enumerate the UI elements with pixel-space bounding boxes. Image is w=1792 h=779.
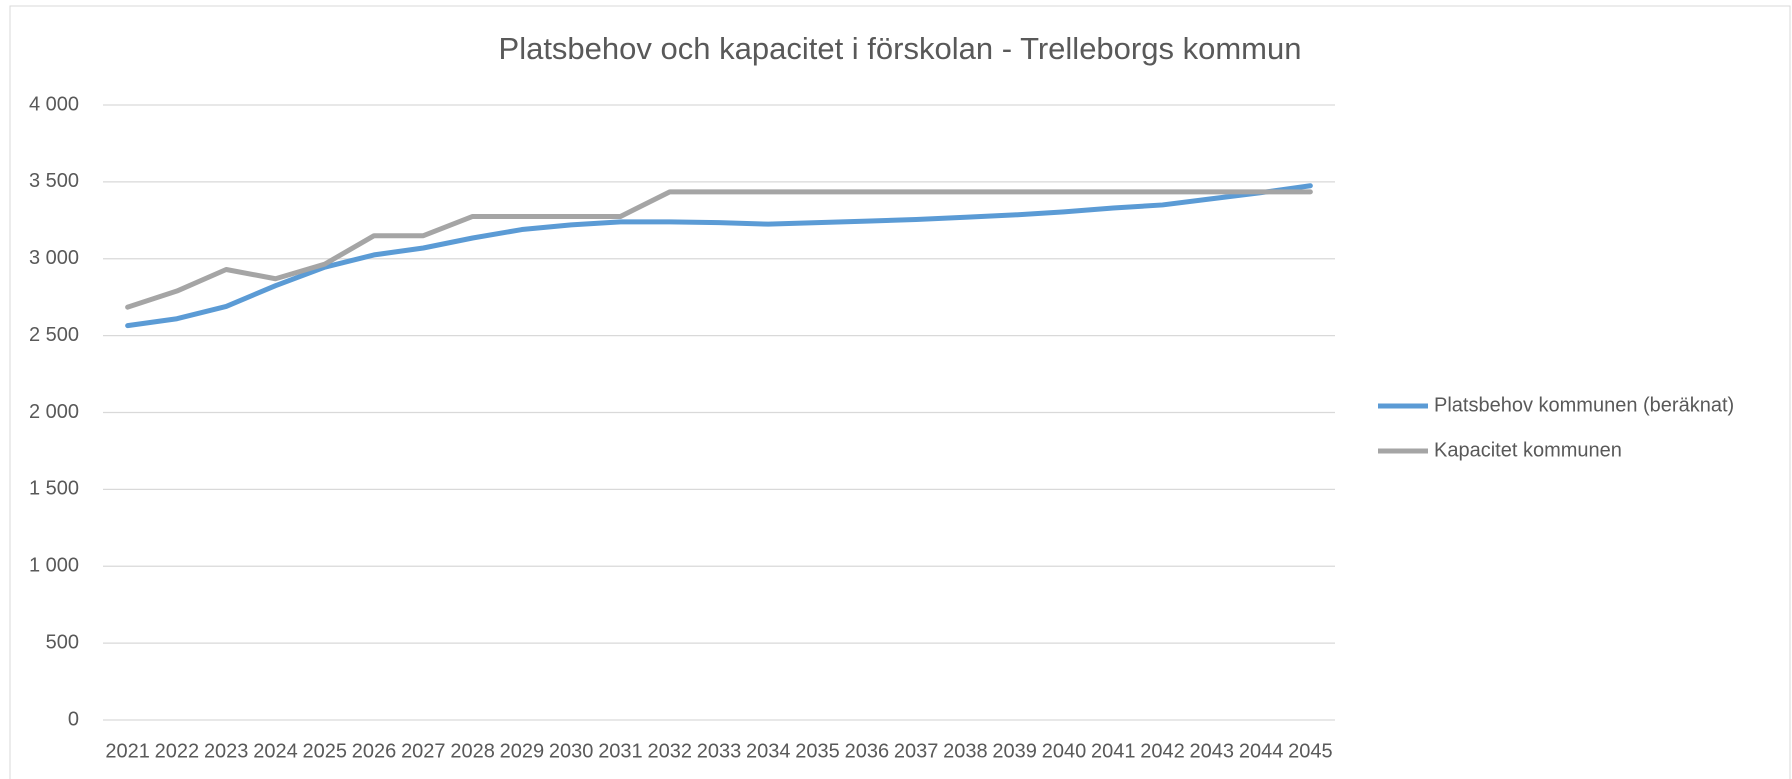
x-tick-label: 2033 bbox=[697, 740, 742, 762]
chart-border bbox=[9, 5, 1791, 779]
line-series bbox=[125, 189, 1313, 310]
x-tick-label: 2021 bbox=[105, 740, 150, 762]
x-tick-label: 2035 bbox=[795, 740, 840, 762]
x-tick-label: 2025 bbox=[303, 740, 348, 762]
x-tick-label: 2022 bbox=[155, 740, 200, 762]
x-tick-label: 2026 bbox=[352, 740, 397, 762]
y-tick-label: 0 bbox=[68, 708, 79, 730]
x-tick-label: 2029 bbox=[500, 740, 545, 762]
x-tick-label: 2024 bbox=[253, 740, 298, 762]
y-tick-label: 3 500 bbox=[29, 170, 79, 192]
x-tick-label: 2039 bbox=[992, 740, 1037, 762]
x-tick-label: 2034 bbox=[746, 740, 791, 762]
x-tick-label: 2023 bbox=[204, 740, 249, 762]
y-tick-label: 2 500 bbox=[29, 324, 79, 346]
x-tick-label: 2032 bbox=[647, 740, 692, 762]
x-tick-label: 2031 bbox=[598, 740, 643, 762]
x-tick-label: 2040 bbox=[1042, 740, 1087, 762]
x-tick-label: 2037 bbox=[894, 740, 939, 762]
x-tick-label: 2036 bbox=[845, 740, 890, 762]
legend-label: Kapacitet kommunen bbox=[1434, 439, 1622, 461]
y-tick-label: 1 500 bbox=[29, 478, 79, 500]
line-series bbox=[125, 183, 1313, 329]
x-tick-label: 2042 bbox=[1140, 740, 1185, 762]
x-tick-label: 2030 bbox=[549, 740, 594, 762]
y-tick-label: 500 bbox=[46, 631, 79, 653]
y-tick-label: 4 000 bbox=[29, 93, 79, 115]
x-tick-label: 2027 bbox=[401, 740, 446, 762]
x-tick-label: 2045 bbox=[1288, 740, 1333, 762]
x-tick-label: 2038 bbox=[943, 740, 988, 762]
y-tick-label: 3 000 bbox=[29, 247, 79, 269]
legend-label: Platsbehov kommunen (beräknat) bbox=[1434, 394, 1734, 416]
chart-title: Platsbehov och kapacitet i förskolan - T… bbox=[499, 31, 1302, 66]
y-tick-label: 2 000 bbox=[29, 401, 79, 423]
x-tick-label: 2043 bbox=[1190, 740, 1235, 762]
x-tick-label: 2041 bbox=[1091, 740, 1136, 762]
x-tick-label: 2044 bbox=[1239, 740, 1284, 762]
x-tick-label: 2028 bbox=[450, 740, 495, 762]
y-tick-label: 1 000 bbox=[29, 555, 79, 577]
